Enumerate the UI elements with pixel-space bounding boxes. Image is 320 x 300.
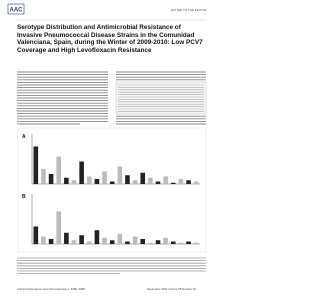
bar [193,242,199,244]
bar [86,241,92,244]
bar [48,239,54,244]
title-box: Serotype Distribution and Antimicrobial … [17,24,203,54]
bar [186,241,191,244]
bar [56,211,62,244]
bar [79,161,84,184]
section-label: LETTER TO THE EDITOR [171,8,207,12]
bar [109,240,115,244]
bar [41,169,46,184]
bar [56,156,62,184]
bar [117,166,123,184]
bar [186,180,191,184]
bar [170,241,176,244]
bar [163,176,168,184]
page: AAC LETTER TO THE EDITOR Serotype Distri… [7,3,207,291]
bar [33,146,39,184]
bar [125,241,130,244]
bar [140,239,146,244]
bar [71,240,77,244]
footer-issue: September 2011 Volume 55 Number 10 [147,287,197,291]
bar [94,179,100,184]
bar [64,177,69,184]
bar [102,237,107,244]
footer-journal: Antimicrobial Agents and Chemotherapy p.… [17,287,85,291]
bar [148,242,153,244]
bar [148,177,153,184]
bar [140,172,146,184]
bar [117,234,123,244]
bar [64,232,69,244]
page-canvas: AAC LETTER TO THE EDITOR Serotype Distri… [7,3,207,291]
title: Serotype Distribution and Antimicrobial … [17,24,203,54]
bar [163,237,168,244]
bar [155,181,161,184]
bar [48,174,54,184]
figure-frame [17,127,207,253]
bar [86,176,92,184]
bar [132,180,138,184]
bar [41,236,46,244]
bar [155,240,161,244]
bar [79,235,84,244]
logo: AAC [10,8,24,14]
logo-box [7,3,25,15]
bar [193,181,199,184]
bar [71,180,77,184]
bar [102,171,107,184]
bar [125,175,130,184]
bar [109,181,115,184]
bar [33,226,39,244]
bar [170,182,176,184]
bar [178,242,184,244]
panel-label: B [22,194,26,200]
bar [94,230,100,244]
bar [178,179,184,184]
panel-label: A [22,134,26,140]
bar [132,236,138,244]
